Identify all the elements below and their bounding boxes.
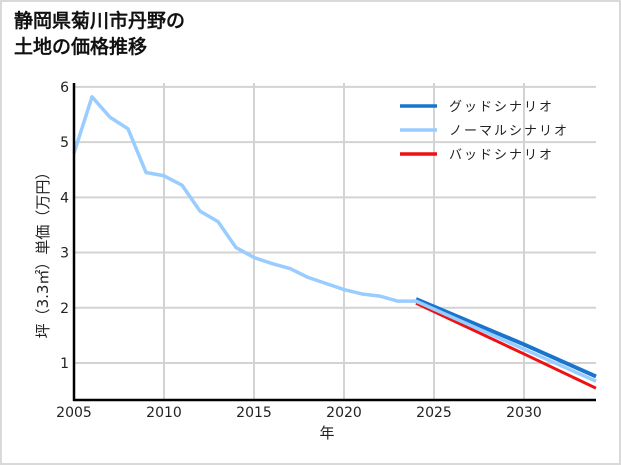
series-good-line [415,297,597,379]
series-normal-line [72,95,597,383]
y-axis-label: 坪（3.3㎡）単価（万円） [34,165,52,339]
x-tick-label: 2010 [146,405,182,421]
title-line-1: 静岡県菊川市丹野の [14,10,186,32]
y-tick-label: 3 [60,246,69,262]
x-tick-label: 2025 [416,405,452,421]
legend-label-good: グッドシナリオ [449,100,554,115]
x-tick-label: 2015 [236,405,272,421]
y-tick-label: 1 [60,356,69,372]
y-tick-label: 4 [60,190,69,206]
x-axis-label: 年 [319,424,334,442]
y-tick-label: 6 [60,80,69,96]
x-tick-label: 2020 [326,405,362,421]
legend-label-bad: バッドシナリオ [449,148,554,163]
y-tick-label: 2 [60,301,69,317]
title-line-2: 土地の価格推移 [14,36,148,58]
x-tick-label: 2005 [56,405,92,421]
x-tick-label: 2030 [506,405,542,421]
plot-right-mask [597,78,617,405]
legend-label-normal: ノーマルシナリオ [449,124,569,139]
y-tick-label: 5 [60,135,69,151]
series-bad-line [415,301,597,390]
chart-title: 静岡県菊川市丹野の 土地の価格推移 [14,8,185,60]
